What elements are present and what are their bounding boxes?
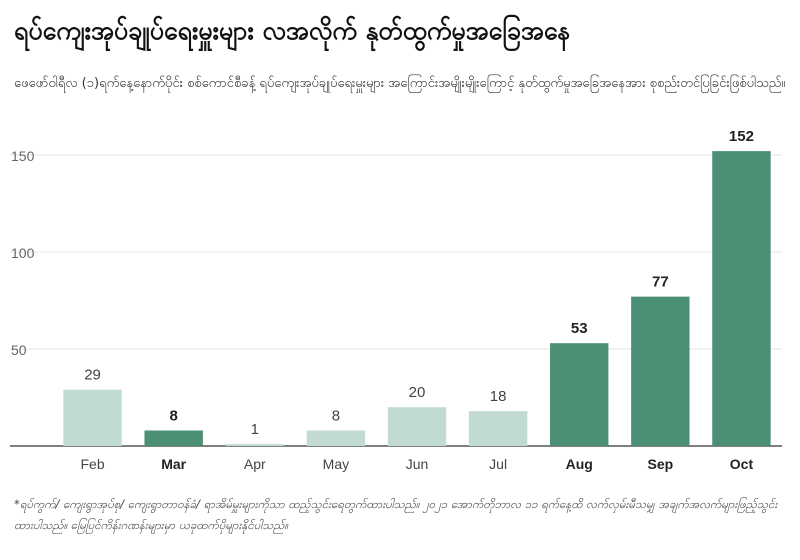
- value-label-oct: 152: [729, 128, 754, 145]
- bar-jul: [468, 411, 528, 446]
- x-tick-label-feb: Feb: [80, 456, 104, 472]
- x-tick-label-aug: Aug: [566, 456, 593, 472]
- x-tick-label-may: May: [323, 456, 349, 472]
- value-label-may: 8: [332, 407, 340, 424]
- bar-aug: [550, 343, 609, 446]
- bar-feb: [63, 389, 122, 446]
- chart-title: ရပ်ကျေးအုပ်ချုပ်ရေးမှူးများ လအလိုက် နုတ်…: [14, 16, 571, 45]
- bar-oct: [712, 151, 771, 446]
- value-label-jul: 18: [490, 388, 507, 405]
- labels: 50 100 150 29 Feb 8 Mar 1 Apr 8 May 20 Jun 18 Jul 53 Aug…: [11, 128, 754, 472]
- bar-jun: [387, 407, 447, 446]
- value-label-aug: 53: [571, 320, 588, 337]
- bar-chart: 50 100 150 29 Feb 8 Mar 1 Apr 8 May 20 Jun 18 Jul 53 Aug…: [10, 128, 782, 472]
- x-tick-label-jul: Jul: [489, 456, 507, 472]
- x-tick-label-jun: Jun: [406, 456, 429, 472]
- x-tick-label-sep: Sep: [647, 456, 673, 472]
- y-tick-label-100: 100: [11, 245, 35, 261]
- value-label-mar: 8: [169, 407, 177, 424]
- y-tick-label-150: 150: [11, 148, 35, 164]
- bars: [63, 151, 771, 446]
- bar-apr: [225, 444, 284, 446]
- value-label-jun: 20: [409, 384, 426, 401]
- x-tick-label-oct: Oct: [730, 456, 754, 472]
- bar-may: [306, 430, 366, 446]
- bar-sep: [631, 296, 690, 446]
- bar-mar: [144, 430, 203, 446]
- y-tick-label-50: 50: [11, 342, 27, 358]
- chart-footnote: *ရပ်ကွက်/ ကျေးရွာအုပ်စု/ ကျေးရွာတာဝန်ခံ/…: [14, 497, 778, 532]
- x-tick-label-apr: Apr: [244, 456, 266, 472]
- chart-subtitle: ဖေဖော်ဝါရီလ (၁)ရက်နေ့နောက်ပိုင်း စစ်ကောင…: [14, 76, 786, 91]
- value-label-sep: 77: [652, 274, 669, 291]
- value-label-feb: 29: [84, 367, 101, 384]
- x-tick-label-mar: Mar: [161, 456, 186, 472]
- value-label-apr: 1: [251, 421, 259, 438]
